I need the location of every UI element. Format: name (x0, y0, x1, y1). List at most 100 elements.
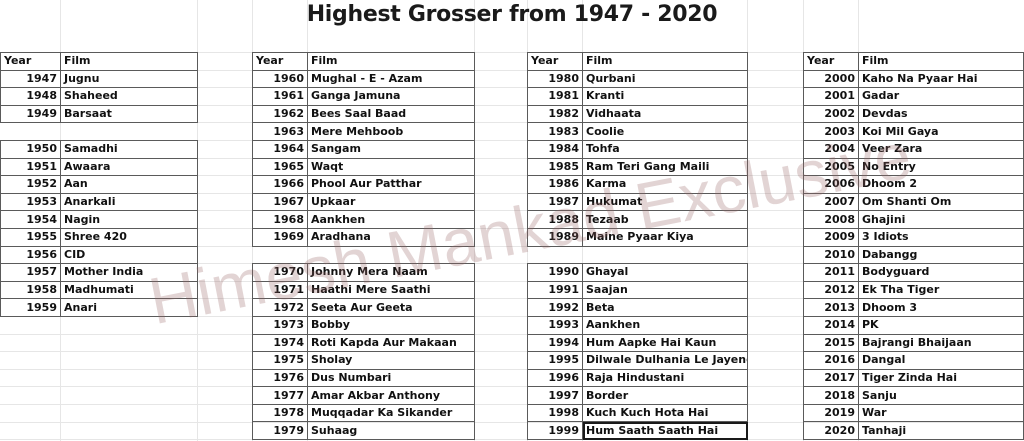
year-cell[interactable]: 2003 (803, 122, 859, 141)
year-cell[interactable]: 1992 (527, 298, 583, 317)
film-cell[interactable]: Tohfa (582, 139, 748, 159)
film-cell[interactable]: Muqqadar Ka Sikander (307, 403, 475, 423)
film-cell[interactable]: Border (582, 386, 748, 405)
year-cell[interactable]: 1997 (527, 386, 583, 405)
year-cell[interactable]: 2020 (803, 421, 859, 441)
film-header[interactable]: Film (858, 52, 1024, 71)
film-cell[interactable]: 3 Idiots (858, 227, 1024, 247)
year-cell[interactable]: 1975 (252, 351, 308, 370)
year-cell[interactable]: 2010 (803, 245, 859, 265)
film-cell[interactable]: Coolie (582, 122, 748, 141)
year-cell[interactable]: 1956 (0, 245, 61, 265)
year-cell[interactable]: 1996 (527, 368, 583, 388)
blank-cell[interactable] (60, 122, 198, 141)
year-cell[interactable]: 1958 (0, 280, 61, 300)
year-cell[interactable]: 1947 (0, 69, 61, 89)
film-cell[interactable]: War (858, 403, 1024, 423)
film-cell[interactable]: Kranti (582, 87, 748, 106)
year-cell[interactable]: 2008 (803, 210, 859, 229)
film-cell[interactable]: Dhoom 3 (858, 298, 1024, 317)
year-cell[interactable]: 1971 (252, 280, 308, 300)
film-cell[interactable]: Shaheed (60, 87, 198, 106)
film-cell[interactable]: Tezaab (582, 210, 748, 229)
blank-cell[interactable] (582, 245, 748, 265)
year-cell[interactable]: 1949 (0, 104, 61, 124)
year-cell[interactable]: 1962 (252, 104, 308, 124)
film-cell[interactable]: Phool Aur Patthar (307, 175, 475, 194)
film-cell[interactable]: Haathi Mere Saathi (307, 280, 475, 300)
film-cell[interactable]: Sanju (858, 386, 1024, 405)
film-cell[interactable]: Sangam (307, 139, 475, 159)
year-cell[interactable]: 1986 (527, 175, 583, 194)
year-header[interactable]: Year (803, 52, 859, 71)
film-cell[interactable]: Kaho Na Pyaar Hai (858, 69, 1024, 89)
year-cell[interactable]: 1961 (252, 87, 308, 106)
year-cell[interactable]: 1978 (252, 403, 308, 423)
film-cell[interactable]: Bodyguard (858, 263, 1024, 282)
film-cell[interactable]: Koi Mil Gaya (858, 122, 1024, 141)
year-cell[interactable]: 1963 (252, 122, 308, 141)
film-cell[interactable]: Devdas (858, 104, 1024, 124)
film-cell[interactable]: Dus Numbari (307, 368, 475, 388)
film-cell[interactable]: Dhoom 2 (858, 175, 1024, 194)
year-cell[interactable]: 2014 (803, 315, 859, 335)
year-cell[interactable]: 2013 (803, 298, 859, 317)
year-cell[interactable]: 2019 (803, 403, 859, 423)
year-cell[interactable]: 1955 (0, 227, 61, 247)
year-cell[interactable]: 1974 (252, 333, 308, 353)
year-header[interactable]: Year (0, 52, 61, 71)
film-cell[interactable]: Aan (60, 175, 198, 194)
year-cell[interactable]: 1954 (0, 210, 61, 229)
film-header[interactable]: Film (582, 52, 748, 71)
year-cell[interactable]: 1999 (527, 421, 583, 441)
year-cell[interactable]: 1991 (527, 280, 583, 300)
year-cell[interactable]: 1957 (0, 263, 61, 282)
film-cell[interactable]: Ghayal (582, 263, 748, 282)
year-cell[interactable]: 1972 (252, 298, 308, 317)
year-cell[interactable]: 1977 (252, 386, 308, 405)
film-cell[interactable]: Qurbani (582, 69, 748, 89)
film-cell[interactable]: Waqt (307, 157, 475, 177)
film-cell[interactable]: Seeta Aur Geeta (307, 298, 475, 317)
year-cell[interactable]: 1988 (527, 210, 583, 229)
film-cell[interactable]: Amar Akbar Anthony (307, 386, 475, 405)
film-cell[interactable]: Bobby (307, 315, 475, 335)
film-cell[interactable]: Mother India (60, 263, 198, 282)
year-cell[interactable]: 2009 (803, 227, 859, 247)
film-cell[interactable]: Karma (582, 175, 748, 194)
blank-cell[interactable] (527, 245, 583, 265)
year-cell[interactable]: 2016 (803, 351, 859, 370)
film-cell[interactable]: Dabangg (858, 245, 1024, 265)
film-cell[interactable]: Aradhana (307, 227, 475, 247)
film-cell[interactable]: Anarkali (60, 192, 198, 212)
film-header[interactable]: Film (307, 52, 475, 71)
year-cell[interactable]: 1953 (0, 192, 61, 212)
film-cell[interactable]: Anari (60, 298, 198, 317)
film-cell[interactable]: Upkaar (307, 192, 475, 212)
year-cell[interactable]: 1969 (252, 227, 308, 247)
year-cell[interactable]: 1967 (252, 192, 308, 212)
year-cell[interactable]: 1980 (527, 69, 583, 89)
film-cell[interactable]: PK (858, 315, 1024, 335)
year-header[interactable]: Year (527, 52, 583, 71)
film-header[interactable]: Film (60, 52, 198, 71)
film-cell[interactable]: Bajrangi Bhaijaan (858, 333, 1024, 353)
year-cell[interactable]: 1951 (0, 157, 61, 177)
year-cell[interactable]: 2017 (803, 368, 859, 388)
year-cell[interactable]: 1968 (252, 210, 308, 229)
film-cell[interactable]: Roti Kapda Aur Makaan (307, 333, 475, 353)
year-cell[interactable]: 1987 (527, 192, 583, 212)
year-cell[interactable]: 1990 (527, 263, 583, 282)
film-cell[interactable]: Hum Aapke Hai Kaun (582, 333, 748, 353)
year-cell[interactable]: 1984 (527, 139, 583, 159)
film-cell[interactable]: Kuch Kuch Hota Hai (582, 403, 748, 423)
film-cell[interactable]: Bees Saal Baad (307, 104, 475, 124)
film-cell[interactable]: Tanhaji (858, 421, 1024, 441)
film-cell[interactable]: Barsaat (60, 104, 198, 124)
film-cell[interactable]: Beta (582, 298, 748, 317)
film-cell[interactable]: Mere Mehboob (307, 122, 475, 141)
year-cell[interactable]: 1983 (527, 122, 583, 141)
year-cell[interactable]: 2012 (803, 280, 859, 300)
film-cell[interactable]: Ram Teri Gang Maili (582, 157, 748, 177)
year-cell[interactable]: 1970 (252, 263, 308, 282)
